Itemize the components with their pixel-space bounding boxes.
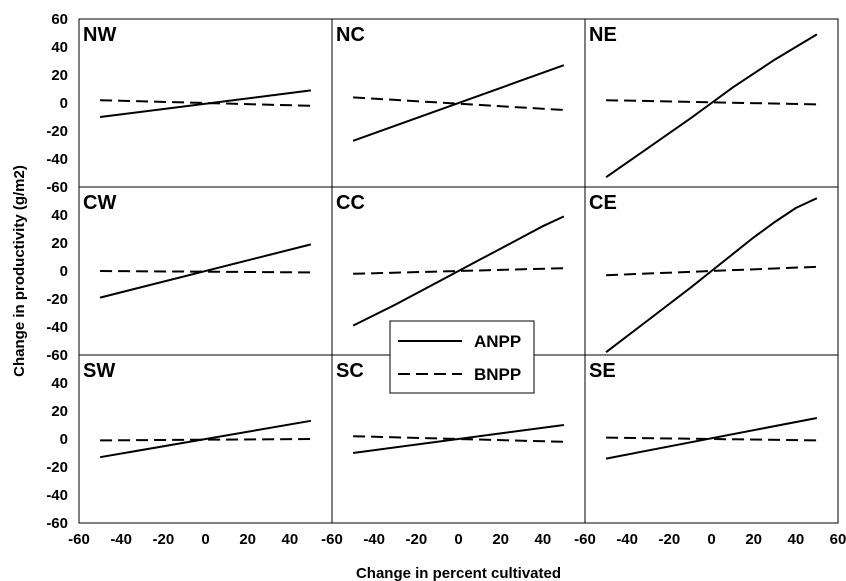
x-tick-label: -40 (363, 531, 385, 548)
series-line-anpp (352, 424, 565, 454)
panel-ce: CE (584, 186, 839, 356)
x-tick-label: -20 (405, 531, 427, 548)
panel-label: SW (83, 360, 115, 382)
y-tick-label: -20 (46, 459, 68, 476)
y-tick-label: 40 (51, 207, 68, 224)
tick-labels: 60 40 20 0 -20 -40 -60 40 20 0 -20 -40 -60 40 20 0 -20 -4… (46, 11, 846, 548)
legend: ANPP BNPP (389, 320, 535, 394)
panel-nw: NW (78, 18, 333, 188)
x-tick-label: 0 (201, 531, 209, 548)
panel-cw: CW (78, 186, 333, 356)
series-line-anpp (605, 417, 818, 460)
y-tick-label: 20 (51, 235, 68, 252)
x-tick-label: -20 (152, 531, 174, 548)
series-line-anpp (99, 419, 312, 459)
series-line-anpp (605, 197, 818, 353)
x-axis-title: Change in percent cultivated (356, 565, 561, 581)
y-tick-label: 0 (60, 95, 68, 112)
y-tick-label: -20 (46, 123, 68, 140)
y-tick-label: 40 (51, 375, 68, 392)
y-tick-label: -40 (46, 487, 68, 504)
panel-label: SC (336, 360, 364, 382)
panel-label: SE (589, 360, 616, 382)
y-tick-label: -40 (46, 319, 68, 336)
x-tick-label: 40 (787, 531, 804, 548)
x-tick-label: -20 (658, 531, 680, 548)
series-line-anpp (99, 243, 312, 299)
series-line-anpp (352, 215, 565, 327)
x-tick-label: 20 (745, 531, 762, 548)
y-tick-label: 0 (60, 263, 68, 280)
x-tick-label: -60 (574, 531, 596, 548)
panel-sw: SW (78, 354, 333, 524)
x-tick-label: 0 (454, 531, 462, 548)
x-tick-label: 20 (492, 531, 509, 548)
y-tick-label: 60 (51, 11, 68, 28)
x-tick-label: 60 (830, 531, 846, 548)
panel-nc: NC (331, 18, 586, 188)
y-tick-label: -60 (46, 179, 68, 196)
y-tick-label: 20 (51, 67, 68, 84)
x-tick-label: 40 (534, 531, 551, 548)
x-tick-label: -40 (110, 531, 132, 548)
panel-label: CC (336, 192, 365, 214)
legend-label-anpp: ANPP (474, 332, 521, 351)
y-axis-title: Change in productivity (g/m2) (11, 165, 28, 377)
series-line-anpp (352, 64, 565, 142)
legend-label-bnpp: BNPP (474, 365, 521, 384)
x-tick-label: -60 (68, 531, 90, 548)
y-tick-label: 20 (51, 403, 68, 420)
series-line-anpp (605, 33, 818, 179)
x-tick-label: 0 (707, 531, 715, 548)
x-tick-label: -60 (321, 531, 343, 548)
panels: NW NC NE CW CC CE SW SC SE (78, 18, 839, 524)
panel-label: CE (589, 192, 617, 214)
x-tick-label: 20 (239, 531, 256, 548)
series-line-anpp (99, 89, 312, 118)
y-tick-label: 40 (51, 39, 68, 56)
y-tick-label: 0 (60, 431, 68, 448)
panel-ne: NE (584, 18, 839, 188)
y-tick-label: -40 (46, 151, 68, 168)
panel-frame (584, 354, 839, 524)
x-tick-label: -40 (616, 531, 638, 548)
y-tick-label: -60 (46, 347, 68, 364)
panel-label: NE (589, 24, 617, 46)
y-tick-label: -20 (46, 291, 68, 308)
panel-se: SE (584, 354, 839, 524)
y-tick-label: -60 (46, 515, 68, 532)
panel-label: NC (336, 24, 365, 46)
panel-label: NW (83, 24, 116, 46)
x-tick-label: 40 (281, 531, 298, 548)
legend-box (389, 320, 535, 394)
panel-label: CW (83, 192, 116, 214)
